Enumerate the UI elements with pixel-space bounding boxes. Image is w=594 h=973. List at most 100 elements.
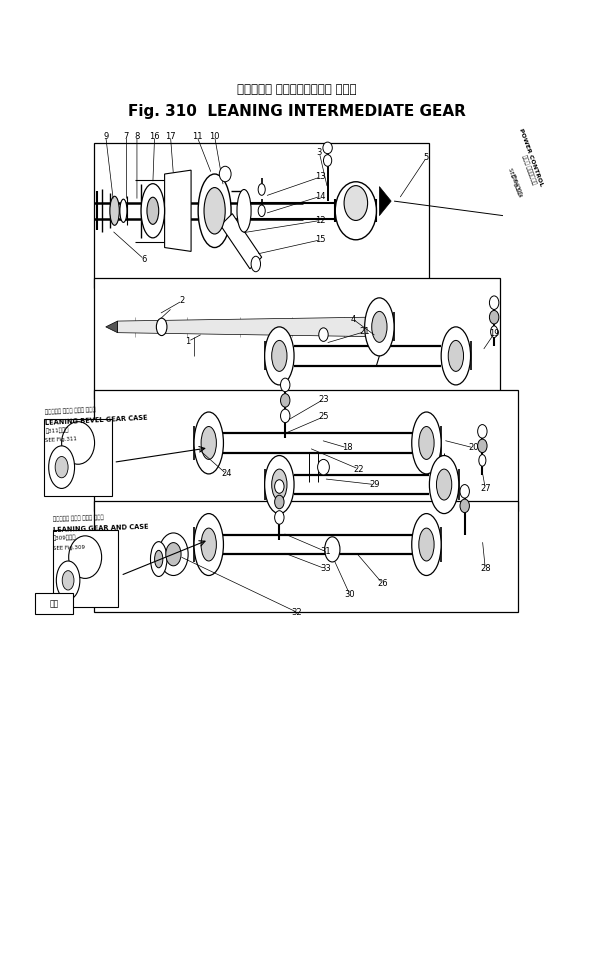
Text: 第504図参照: 第504図参照 (510, 173, 523, 197)
Ellipse shape (460, 485, 469, 498)
Text: 4: 4 (350, 314, 356, 324)
Ellipse shape (154, 551, 163, 568)
Text: 30: 30 (345, 591, 355, 599)
Ellipse shape (156, 318, 167, 336)
Ellipse shape (344, 186, 368, 221)
Ellipse shape (271, 469, 287, 500)
Polygon shape (94, 501, 517, 612)
Polygon shape (380, 187, 391, 216)
Ellipse shape (62, 571, 74, 590)
Ellipse shape (258, 205, 266, 217)
Ellipse shape (412, 514, 441, 575)
Text: 28: 28 (480, 564, 491, 573)
Text: パワー コントロール: パワー コントロール (520, 154, 536, 185)
Text: 10: 10 (209, 131, 220, 141)
Polygon shape (94, 143, 429, 288)
Text: Fig. 310  LEANING INTERMEDIATE GEAR: Fig. 310 LEANING INTERMEDIATE GEAR (128, 104, 466, 119)
Ellipse shape (62, 421, 94, 464)
Text: 24: 24 (221, 469, 232, 479)
Polygon shape (94, 390, 517, 511)
Ellipse shape (478, 424, 487, 438)
Text: 7: 7 (124, 131, 129, 141)
Ellipse shape (491, 326, 498, 338)
Polygon shape (220, 214, 262, 269)
Ellipse shape (150, 542, 167, 576)
Text: 8: 8 (134, 131, 140, 141)
Ellipse shape (49, 446, 75, 488)
Ellipse shape (419, 528, 434, 561)
Text: SEE Fig.311: SEE Fig.311 (45, 437, 77, 444)
Text: 22: 22 (353, 464, 364, 474)
Ellipse shape (319, 328, 328, 342)
Ellipse shape (55, 456, 68, 478)
Polygon shape (94, 278, 500, 400)
Ellipse shape (365, 298, 394, 356)
Ellipse shape (166, 543, 181, 566)
Ellipse shape (201, 528, 216, 561)
Ellipse shape (204, 188, 225, 234)
Ellipse shape (147, 198, 159, 225)
Ellipse shape (141, 184, 165, 237)
Ellipse shape (198, 174, 231, 247)
Text: 17: 17 (165, 131, 176, 141)
Ellipse shape (258, 184, 266, 196)
Text: 13: 13 (315, 172, 326, 181)
Ellipse shape (274, 511, 284, 524)
Text: POWER CONTROL: POWER CONTROL (517, 127, 544, 187)
Ellipse shape (325, 537, 340, 562)
Text: 26: 26 (377, 579, 388, 588)
Bar (44, 418, 112, 496)
Ellipse shape (441, 327, 470, 385)
Text: 第309図参照: 第309図参照 (53, 534, 77, 541)
Ellipse shape (429, 455, 459, 514)
Ellipse shape (280, 378, 290, 392)
Ellipse shape (372, 311, 387, 342)
Ellipse shape (120, 199, 127, 223)
Text: 第311図参照: 第311図参照 (45, 427, 69, 434)
Ellipse shape (280, 394, 290, 407)
Ellipse shape (280, 409, 290, 422)
Text: リーニング ギャー アンド ケース: リーニング ギャー アンド ケース (53, 515, 104, 523)
Text: LEANING GEAR AND CASE: LEANING GEAR AND CASE (53, 523, 148, 533)
Text: 16: 16 (149, 131, 160, 141)
Text: 6: 6 (141, 255, 147, 264)
Text: 2: 2 (179, 296, 185, 306)
Text: 12: 12 (315, 216, 326, 225)
Ellipse shape (271, 341, 287, 372)
Polygon shape (118, 317, 368, 337)
Text: 25: 25 (318, 413, 328, 421)
Text: 5: 5 (424, 153, 429, 162)
Ellipse shape (324, 155, 331, 166)
Ellipse shape (159, 533, 188, 575)
Text: 32: 32 (292, 608, 302, 617)
Ellipse shape (110, 197, 119, 226)
Text: 18: 18 (342, 444, 352, 452)
Bar (53, 530, 118, 607)
Ellipse shape (265, 455, 294, 514)
Text: 31: 31 (320, 547, 330, 556)
Text: 給力: 給力 (50, 599, 59, 608)
Ellipse shape (479, 454, 486, 466)
Ellipse shape (335, 182, 377, 239)
Text: 21: 21 (359, 327, 370, 337)
Text: 1: 1 (185, 337, 191, 345)
Text: 3: 3 (317, 148, 322, 158)
Text: リーニング インタメジェート ギャー: リーニング インタメジェート ギャー (237, 84, 357, 96)
Text: 14: 14 (315, 192, 326, 200)
Ellipse shape (323, 142, 332, 154)
Text: 15: 15 (315, 235, 326, 244)
Ellipse shape (201, 426, 216, 459)
Text: 11: 11 (192, 131, 202, 141)
Ellipse shape (69, 536, 102, 578)
Ellipse shape (56, 561, 80, 599)
Text: 9: 9 (103, 131, 108, 141)
Ellipse shape (460, 499, 469, 513)
Ellipse shape (274, 480, 284, 493)
Text: 19: 19 (489, 329, 500, 339)
Ellipse shape (265, 327, 294, 385)
Ellipse shape (237, 190, 251, 233)
Ellipse shape (219, 166, 231, 182)
Ellipse shape (478, 439, 487, 452)
Text: 23: 23 (318, 395, 329, 404)
Text: SEE Fig.309: SEE Fig.309 (53, 544, 85, 551)
